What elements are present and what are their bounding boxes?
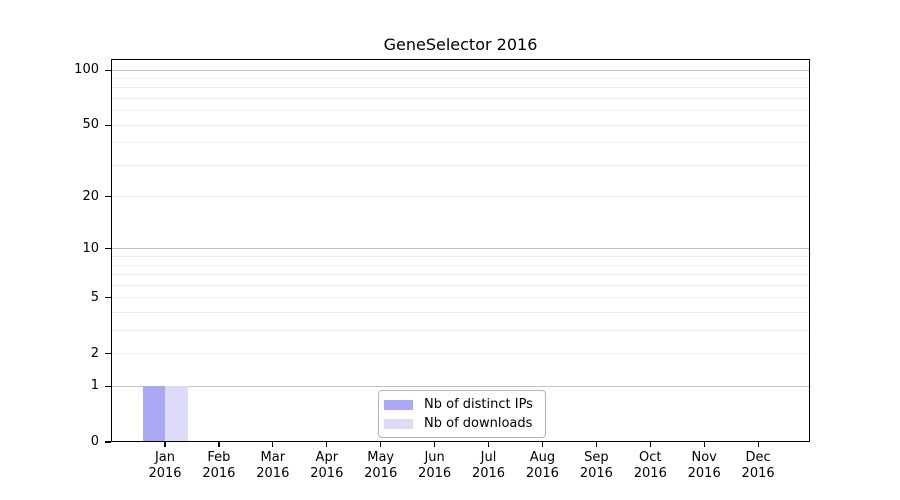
x-tick-jul [487, 442, 490, 447]
y-tick-label-1: 1 [90, 378, 99, 394]
x-tick-label-month: Oct [639, 450, 662, 465]
y-tick-2 [105, 352, 111, 355]
y-tick-label-10: 10 [82, 240, 99, 256]
legend-swatch-distinct-ips [384, 399, 413, 410]
legend-label-distinct-ips: Nb of distinct IPs [424, 396, 533, 412]
x-tick-mar [272, 442, 274, 447]
y-gridline-5 [111, 297, 810, 299]
x-tick-label-jul: Jul 2016 [457, 450, 521, 481]
x-tick-apr [326, 442, 328, 447]
x-tick-label-month: Nov [691, 450, 717, 465]
y-gridline-100 [111, 69, 810, 71]
legend-label-downloads: Nb of downloads [424, 415, 533, 431]
x-tick-label-month: Jan [154, 450, 176, 465]
y-tick-50 [105, 124, 111, 126]
y-tick-label-100: 100 [74, 62, 99, 78]
x-tick-label-mar: Mar 2016 [241, 450, 305, 481]
x-tick-label-year: 2016 [202, 465, 236, 481]
bar-nb-of-distinct-ips-jan [142, 386, 165, 442]
y-gridline-7 [111, 274, 810, 275]
x-tick-nov [703, 442, 705, 447]
y-gridline-40 [111, 142, 810, 144]
x-tick-label-month: Aug [529, 450, 556, 465]
x-tick-label-dec: Dec 2016 [726, 450, 790, 481]
x-tick-label-year: 2016 [418, 465, 452, 481]
y-tick-label-5: 5 [90, 289, 99, 305]
y-tick-label-50: 50 [82, 117, 99, 133]
y-gridline-8 [111, 264, 810, 266]
y-gridline-6 [111, 284, 810, 286]
x-tick-label-jun: Jun 2016 [403, 450, 467, 481]
y-gridline-10 [111, 248, 810, 250]
y-gridline-30 [111, 164, 810, 166]
x-tick-label-feb: Feb 2016 [187, 450, 251, 481]
x-tick-label-year: 2016 [741, 465, 775, 481]
x-tick-label-aug: Aug 2016 [510, 450, 574, 481]
y-tick-label-0: 0 [90, 434, 99, 449]
y-gridline-90 [111, 78, 810, 80]
legend: Nb of distinct IPs Nb of downloads [378, 390, 546, 438]
chart-title: GeneSelector 2016 [383, 35, 538, 54]
y-tick-label-20: 20 [82, 188, 99, 204]
x-tick-label-oct: Oct 2016 [618, 450, 682, 481]
x-tick-label-month: May [367, 450, 395, 465]
x-tick-label-year: 2016 [310, 465, 344, 481]
x-tick-label-sep: Sep 2016 [564, 450, 628, 481]
x-tick-may [380, 442, 382, 447]
x-tick-label-year: 2016 [256, 465, 290, 481]
x-tick-label-year: 2016 [471, 465, 506, 481]
x-tick-label-year: 2016 [633, 465, 667, 481]
y-tick-20 [105, 196, 111, 198]
x-tick-label-year: 2016 [148, 465, 182, 481]
x-tick-label-jan: Jan 2016 [133, 450, 197, 481]
x-tick-label-may: May 2016 [349, 450, 413, 481]
x-tick-oct [649, 442, 651, 447]
x-tick-jan [164, 442, 166, 447]
y-gridline-4 [111, 311, 810, 313]
y-gridline-3 [111, 329, 810, 331]
x-tick-jun [434, 442, 436, 447]
y-gridline-2 [111, 353, 810, 354]
legend-swatch-downloads [384, 418, 413, 429]
y-gridline-80 [111, 87, 810, 89]
x-tick-label-year: 2016 [687, 465, 721, 481]
x-tick-label-month: Dec [745, 450, 771, 465]
x-tick-label-month: Jun [424, 450, 445, 465]
x-tick-label-month: Mar [260, 450, 286, 465]
y-tick-100 [105, 69, 111, 71]
bar-nb-of-downloads-jan [165, 386, 188, 442]
x-tick-feb [218, 442, 220, 447]
x-tick-label-year: 2016 [579, 465, 613, 481]
legend-item-distinct-ips: Nb of distinct IPs [384, 397, 545, 413]
y-tick-0 [105, 441, 111, 443]
y-tick-label-2: 2 [90, 345, 99, 361]
x-tick-dec [757, 442, 759, 447]
x-tick-label-month: Sep [584, 450, 609, 465]
y-tick-1 [105, 385, 111, 387]
x-tick-label-month: Feb [207, 450, 231, 465]
x-tick-label-apr: Apr 2016 [295, 450, 359, 481]
x-tick-label-month: Apr [315, 450, 339, 465]
y-tick-10 [105, 248, 111, 250]
y-gridline-70 [111, 98, 810, 100]
x-tick-label-year: 2016 [525, 465, 559, 481]
y-gridline-50 [111, 124, 810, 126]
x-tick-label-year: 2016 [364, 465, 398, 481]
y-gridline-20 [111, 196, 810, 198]
x-tick-aug [541, 442, 544, 447]
y-tick-5 [105, 297, 111, 299]
legend-item-downloads: Nb of downloads [384, 416, 545, 432]
x-tick-label-month: Jul [480, 450, 497, 465]
y-gridline-9 [111, 256, 810, 257]
x-tick-sep [595, 442, 598, 447]
y-gridline-1 [111, 385, 810, 387]
y-gridline-60 [111, 110, 810, 112]
x-tick-label-nov: Nov 2016 [672, 450, 736, 481]
